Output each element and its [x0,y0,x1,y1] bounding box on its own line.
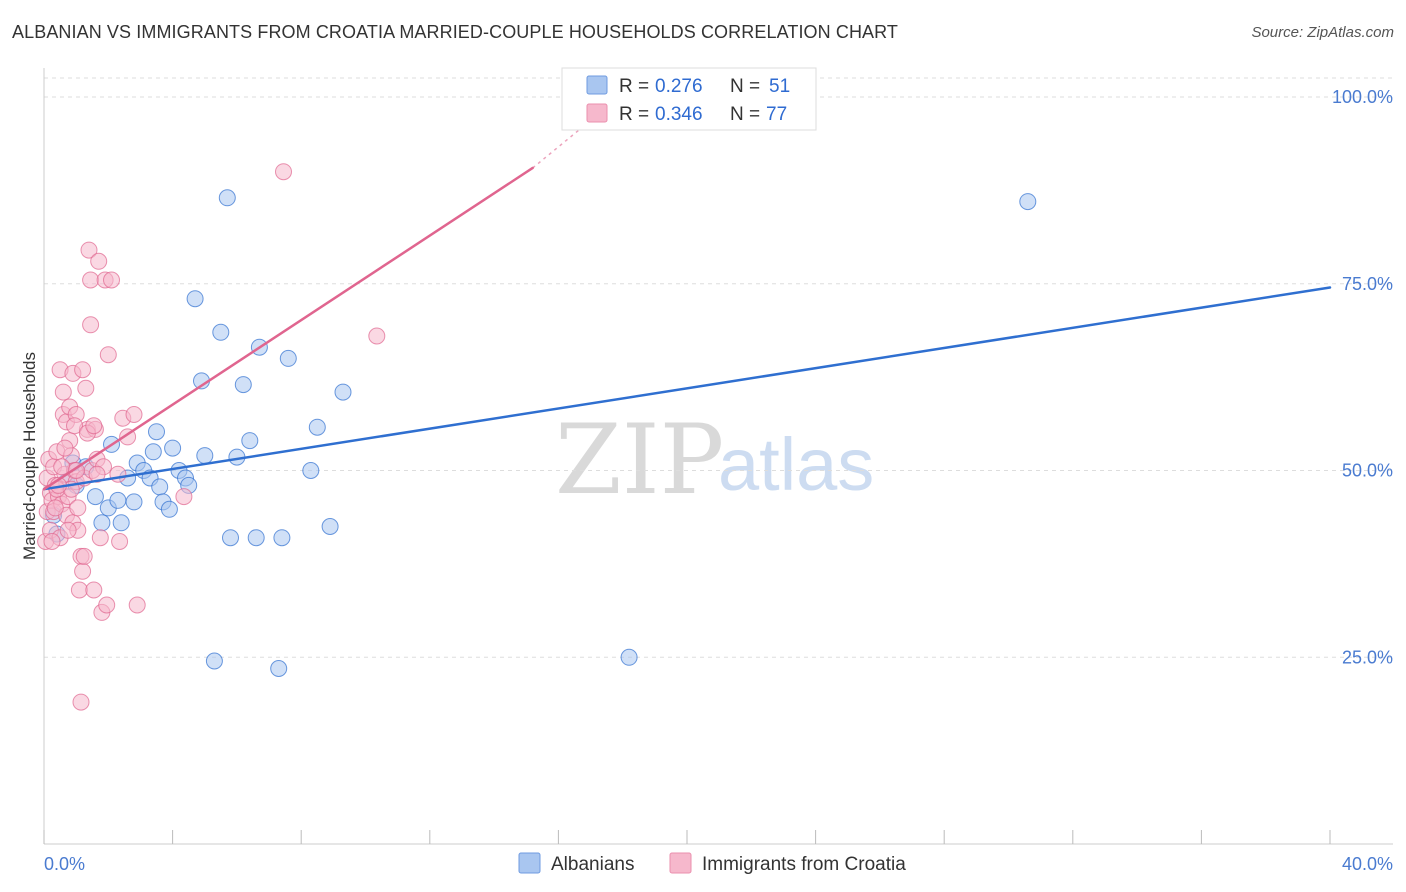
legend-albanians-swatch [586,75,608,95]
croatia-point-34 [74,562,92,580]
albanians-point-38 [270,660,288,677]
croatia-point-64 [56,439,74,457]
croatia-point-53 [109,465,127,483]
bottom-legend-albanians-swatch [518,852,541,874]
albanians-point-22 [164,439,182,457]
croatia-point-50 [98,596,116,614]
croatia-point-57 [125,406,143,423]
albanians-point-18 [148,423,165,441]
source-label: Source: ZipAtlas.com [1251,24,1394,41]
x-tick-label-max: 40.0% [1342,854,1393,874]
albanians-point-28 [196,447,214,465]
watermark-zip: ZIP [555,404,724,516]
croatia-point-71 [85,417,103,435]
croatia-trend-line [42,166,534,491]
chart-title: ALBANIAN VS IMMIGRANTS FROM CROATIA MARR… [12,22,899,42]
croatia-trend-extension [532,122,588,169]
legend-n-label-croatia: N = [730,104,760,125]
croatia-point-72 [88,465,106,483]
x-tick-label-min: 0.0% [44,854,85,874]
albanians-point-31 [218,189,236,207]
albanians-point-42 [308,418,326,436]
gridlines [44,77,1393,658]
albanians-point-45 [620,648,638,666]
albanians-point-36 [247,529,265,547]
legend-r-label-croatia: R = [619,104,649,125]
croatia-point-60 [275,163,292,181]
series-albanians-points [45,189,1037,677]
croatia-point-59 [175,488,193,506]
albanians-point-11 [112,514,130,532]
croatia-point-67 [66,417,83,435]
albanians-point-17 [144,443,162,461]
correlation-legend: R = 0.276 N = 51 R = 0.346 N = 77 [561,67,817,131]
albanians-point-26 [186,290,204,308]
croatia-point-38 [80,241,98,259]
croatia-point-39 [82,271,100,289]
croatia-point-54 [111,533,129,550]
croatia-point-58 [128,596,146,614]
albanians-point-40 [279,349,297,367]
croatia-point-46 [91,529,109,547]
legend-n-value-croatia: 77 [766,104,787,125]
albanians-point-19 [151,478,169,496]
albanians-point-7 [93,514,111,532]
albanians-point-39 [273,529,291,547]
legend-n-value-albanians: 51 [769,76,790,97]
albanians-point-6 [86,488,104,506]
legend-r-label-albanians: R = [619,76,649,97]
y-tick-label-50: 50.0% [1342,461,1393,481]
albanians-point-21 [160,500,178,518]
y-tick-label-100: 100.0% [1332,87,1393,107]
croatia-point-76 [46,499,64,517]
bottom-legend-croatia-label: Immigrants from Croatia [702,854,906,875]
croatia-point-65 [59,521,77,539]
albanians-point-35 [241,432,259,450]
legend-r-value-albanians: 0.276 [655,76,703,97]
series-legend: Albanians Immigrants from Croatia [518,852,906,875]
croatia-point-73 [43,533,61,550]
y-axis-label: Married-couple Households [20,352,39,560]
croatia-point-30 [70,581,88,599]
croatia-point-45 [90,252,108,270]
croatia-point-52 [103,271,120,289]
albanians-point-32 [222,529,239,547]
bottom-legend-croatia-swatch [669,852,692,874]
series-croatia-points [37,163,386,711]
croatia-point-33 [74,361,92,379]
croatia-point-36 [77,379,95,397]
croatia-point-42 [85,581,103,599]
albanians-trend-line [42,286,1332,491]
albanians-point-44 [334,383,352,401]
x-tick-marks [43,830,1331,844]
croatia-point-69 [75,547,93,565]
albanians-point-13 [125,493,143,511]
trend-lines [42,122,1332,491]
y-tick-label-75: 75.0% [1342,274,1393,294]
bottom-legend-albanians-label: Albanians [551,854,634,875]
albanians-point-43 [321,518,339,535]
albanians-point-41 [302,462,320,479]
watermark-atlas: atlas [718,423,874,506]
albanians-point-29 [205,652,223,670]
croatia-point-16 [54,383,72,401]
croatia-point-51 [99,346,117,364]
albanians-point-46 [1019,193,1037,211]
y-tick-label-25: 25.0% [1342,647,1393,667]
legend-croatia-swatch [586,103,608,123]
croatia-point-31 [72,693,90,711]
croatia-point-68 [69,499,87,517]
albanians-point-10 [109,491,127,509]
legend-r-value-croatia: 0.346 [655,104,703,125]
y-tick-labels: 25.0% 50.0% 75.0% 100.0% [1332,87,1393,667]
albanians-point-30 [212,323,230,341]
croatia-point-40 [82,316,100,334]
albanians-point-34 [234,376,252,394]
legend-n-label-albanians: N = [730,76,760,97]
croatia-point-61 [368,327,386,345]
